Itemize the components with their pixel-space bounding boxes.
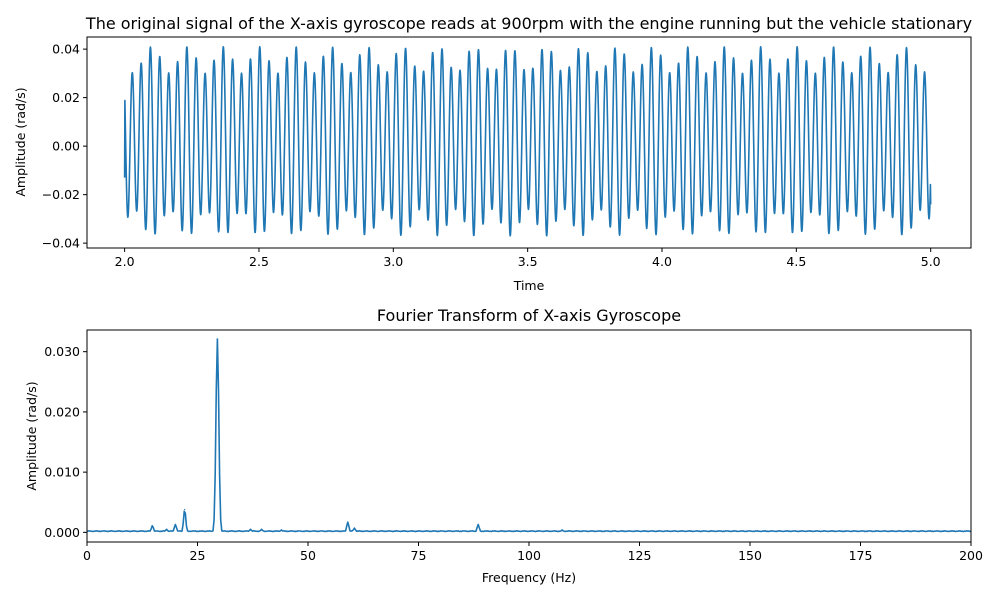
fft-x-tick-label: 0 <box>83 548 91 563</box>
fft-x-tick-label: 150 <box>738 548 762 563</box>
time-x-tick-label: 4.0 <box>652 254 672 269</box>
time-signal-series-group <box>123 45 932 237</box>
time-x-ticks: 2.0 2.5 3.0 3.5 4.0 4.5 5.0 <box>115 248 941 269</box>
fft-peak-point <box>280 529 283 531</box>
fft-chart-title: Fourier Transform of X-axis Gyroscope <box>377 306 681 325</box>
fft-x-axis-label: Frequency (Hz) <box>482 570 576 585</box>
time-x-tick-label: 2.0 <box>115 254 135 269</box>
time-y-tick-label: 0.02 <box>52 90 80 105</box>
time-signal-chart: The original signal of the X-axis gyrosc… <box>13 14 972 293</box>
fft-x-tick-label: 200 <box>959 548 983 563</box>
time-x-tick-label: 2.5 <box>249 254 269 269</box>
time-x-tick-label: 3.0 <box>383 254 403 269</box>
fft-series-group <box>86 338 972 533</box>
time-x-tick-label: 5.0 <box>921 254 941 269</box>
fft-x-tick-label: 75 <box>411 548 427 563</box>
fft-x-tick-label: 25 <box>190 548 206 563</box>
time-x-tick-label: 4.5 <box>786 254 806 269</box>
fft-x-tick-label: 175 <box>849 548 873 563</box>
time-y-tick-label: −0.04 <box>42 236 80 251</box>
time-y-tick-label: 0.00 <box>52 139 80 154</box>
time-plot-frame <box>86 36 972 249</box>
fft-peak-point <box>165 528 168 530</box>
fft-chart: Fourier Transform of X-axis Gyroscope 0 2… <box>24 306 983 585</box>
time-y-tick-label: 0.04 <box>52 42 80 57</box>
fft-spectrum-line <box>86 338 972 533</box>
fft-x-tick-label: 100 <box>517 548 541 563</box>
fft-peak-point <box>151 525 154 527</box>
time-y-axis-label: Amplitude (rad/s) <box>13 87 28 196</box>
fft-peak-point <box>477 523 479 526</box>
fft-y-tick-label: 0.020 <box>44 404 80 419</box>
fft-plot-frame <box>86 329 972 543</box>
fft-peak-point <box>260 528 263 530</box>
fft-peak-point <box>216 338 218 340</box>
fft-peak-point <box>561 529 563 531</box>
time-signal-line <box>123 45 932 237</box>
time-chart-title: The original signal of the X-axis gyrosc… <box>85 14 972 33</box>
fft-y-tick-label: 0.000 <box>44 525 80 540</box>
fft-peak-point <box>249 528 252 530</box>
fft-peak-point <box>184 508 186 511</box>
time-y-tick-label: −0.02 <box>42 187 80 202</box>
fft-peak-point <box>347 521 349 523</box>
fft-x-ticks: 0 25 50 75 100 125 150 175 200 <box>83 542 983 563</box>
fft-peak-point <box>174 523 176 526</box>
fft-x-tick-label: 125 <box>628 548 652 563</box>
fft-y-ticks: 0.000 0.010 0.020 0.030 <box>44 344 87 540</box>
time-x-tick-label: 3.5 <box>518 254 538 269</box>
fft-y-tick-label: 0.030 <box>44 344 80 359</box>
fft-y-tick-label: 0.010 <box>44 465 80 480</box>
time-x-axis-label: Time <box>513 278 545 293</box>
fft-x-tick-label: 50 <box>300 548 316 563</box>
fft-y-axis-label: Amplitude (rad/s) <box>24 381 39 490</box>
fft-peak-point <box>353 527 356 529</box>
time-y-ticks: −0.04 −0.02 0.00 0.02 0.04 <box>42 42 87 251</box>
